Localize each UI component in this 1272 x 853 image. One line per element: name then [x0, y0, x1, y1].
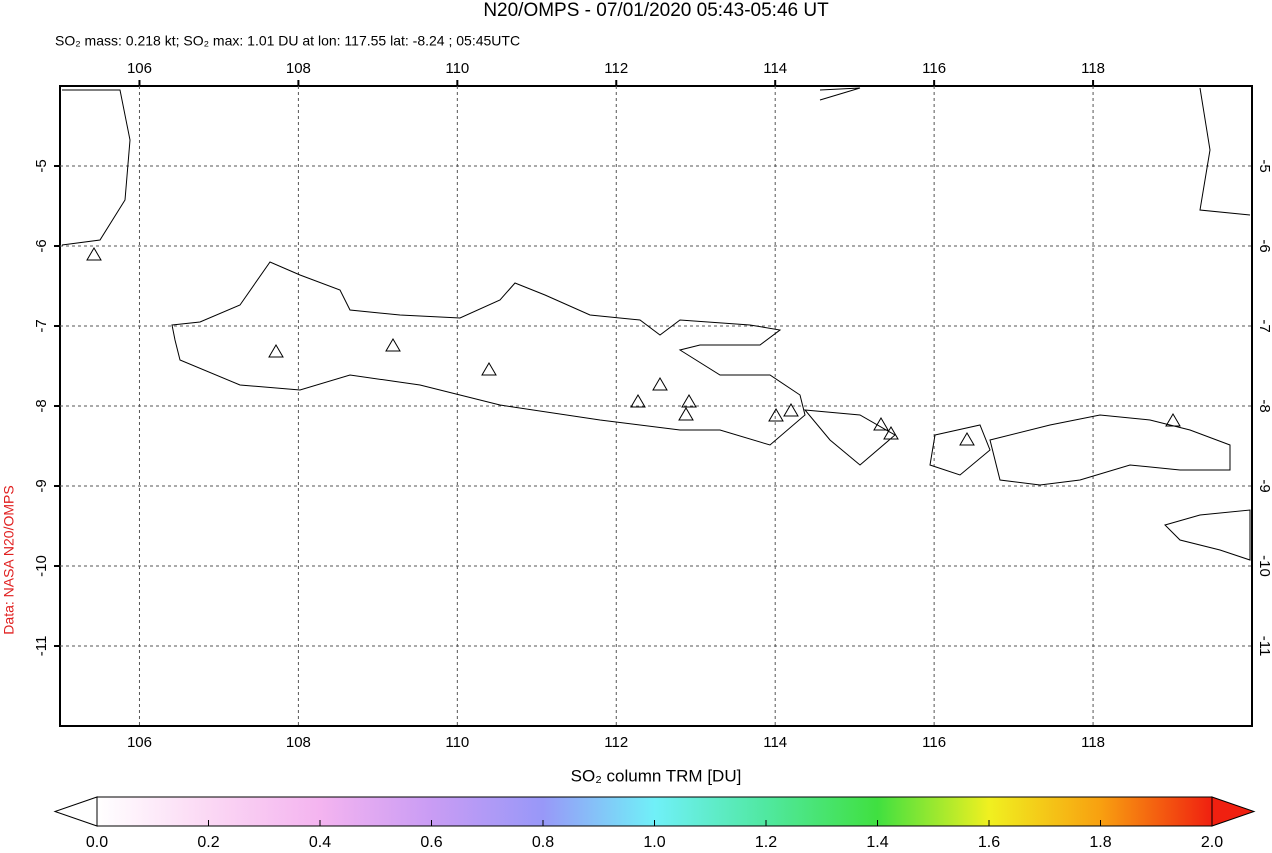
volcanoes [86, 247, 1181, 446]
colorbar-tick-label: 0.2 [197, 834, 219, 851]
title: N20/OMPS - 07/01/2020 05:43-05:46 UT [483, 0, 829, 21]
lat-tick-label-right: -5 [1256, 159, 1272, 172]
lon-tick-label-bottom: 116 [922, 734, 946, 751]
credit: Data: NASA N20/OMPS [1, 485, 17, 634]
lat-tick-label-right: -7 [1256, 319, 1272, 332]
coastlines [61, 87, 1251, 561]
colorbar-ticks: 0.0 0.2 0.4 0.6 0.8 1.0 1.2 1.4 1.6 1.8 2.0 [86, 820, 1223, 851]
map-ticks: 106 106 108 108 110 110 112 112 114 114 116 116 118 1… [33, 60, 1272, 751]
colorbar-tick-label: 0.6 [420, 834, 442, 851]
lat-tick-label-left: -5 [33, 159, 50, 172]
lat-tick-label-left: -8 [33, 399, 50, 412]
colorbar-tick-label: 1.6 [978, 834, 1000, 851]
lon-tick-label-top: 112 [604, 60, 628, 77]
lat-tick-label-right: -11 [1256, 636, 1272, 657]
lon-tick-label-top: 106 [127, 60, 152, 77]
lat-tick-label-right: -8 [1256, 399, 1272, 412]
grid [60, 86, 1252, 726]
lon-tick-label-bottom: 106 [127, 734, 152, 751]
lon-tick-label-top: 116 [922, 60, 946, 77]
lon-tick-label-bottom: 118 [1081, 734, 1105, 751]
lat-tick-label-right: -10 [1256, 555, 1272, 577]
colorbar-tick-label: 0.0 [86, 834, 108, 851]
lon-tick-label-top: 114 [763, 60, 787, 77]
lat-tick-label-left: -7 [33, 319, 50, 332]
lon-tick-label-bottom: 112 [604, 734, 628, 751]
colorbar-label: SO₂ column TRM [DU] [571, 766, 742, 785]
colorbar-tick-label: 1.4 [866, 834, 888, 851]
colorbar-low-arrow [53, 796, 98, 827]
volcano [86, 247, 1181, 446]
lat-tick-label-left: -11 [33, 636, 50, 657]
colorbar-high-arrow [1211, 796, 1256, 827]
lat-tick-label-left: -9 [33, 479, 50, 492]
bali-coast [803, 409, 896, 466]
lat-tick-label-right: -6 [1256, 239, 1272, 252]
colorbar-tick-label: 1.8 [1089, 834, 1111, 851]
lat-tick-label-right: -9 [1256, 479, 1272, 492]
subtitle: SO₂ mass: 0.218 kt; SO₂ max: 1.01 DU at … [55, 33, 520, 49]
java-coast [171, 261, 806, 446]
colorbar-tick-label: 0.4 [309, 834, 331, 851]
lat-tick-label-left: -6 [33, 239, 50, 252]
lon-tick-label-bottom: 108 [286, 734, 311, 751]
colorbar-tick-label: 0.8 [532, 834, 554, 851]
lon-tick-label-bottom: 114 [763, 734, 787, 751]
lon-tick-label-top: 110 [445, 60, 469, 77]
colorbar-tick-label: 1.0 [643, 834, 665, 851]
sumba-coast [1164, 509, 1251, 561]
lat-tick-label-left: -10 [33, 555, 50, 577]
sumbawa-coast [989, 414, 1231, 486]
borneo-coast [819, 87, 1251, 216]
sumatra-coast [61, 89, 131, 246]
lombok-coast [929, 424, 991, 476]
lon-tick-label-top: 108 [286, 60, 311, 77]
lon-tick-label-bottom: 110 [445, 734, 469, 751]
lon-tick-label-top: 118 [1081, 60, 1105, 77]
colorbar-tick-label: 2.0 [1201, 834, 1223, 851]
colorbar-tick-label: 1.2 [755, 834, 777, 851]
